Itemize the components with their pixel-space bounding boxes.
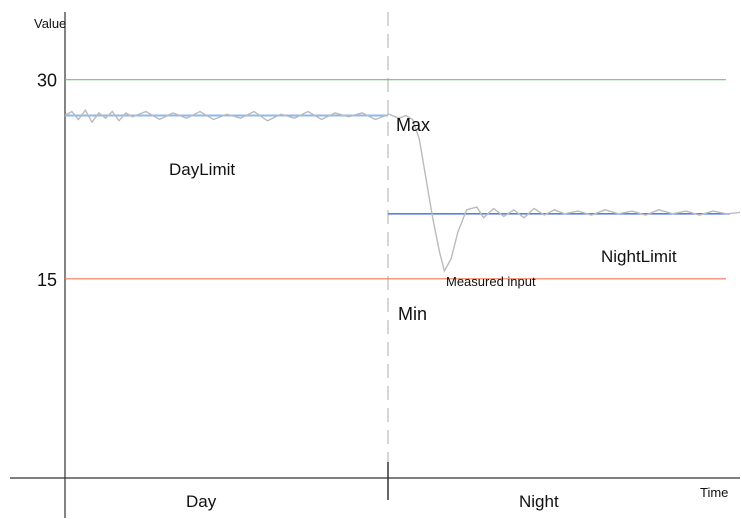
night-limit-label: NightLimit	[601, 247, 677, 266]
x-category-label-night: Night	[519, 492, 559, 511]
measured-input-series	[64, 108, 741, 273]
y-tick-label: 15	[37, 270, 57, 290]
x-category-label-day: Day	[186, 492, 217, 511]
max-line-label: Max	[396, 115, 430, 135]
x-axis-label: Time	[700, 485, 728, 500]
y-axis-label: Value	[34, 16, 66, 31]
y-tick-label: 30	[37, 71, 57, 91]
day-limit-label: DayLimit	[169, 160, 235, 179]
min-line-label: Min	[398, 304, 427, 324]
measured-input-label: Measured input	[446, 274, 536, 289]
